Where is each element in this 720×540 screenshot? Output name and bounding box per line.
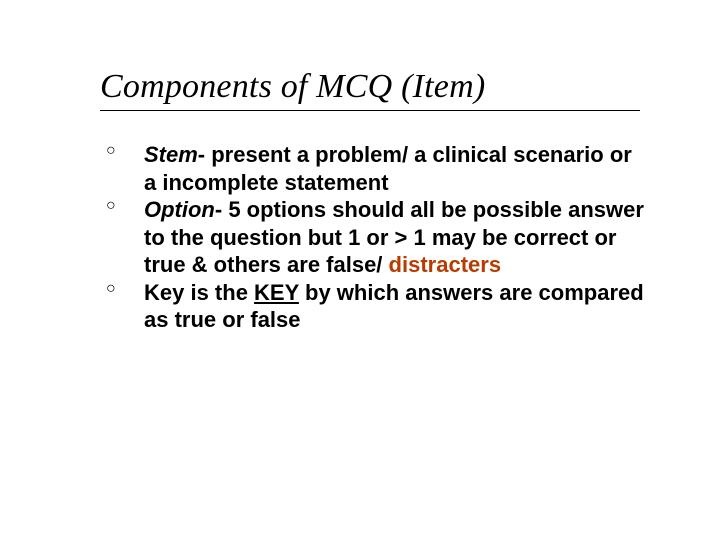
distracters-highlight: distracters — [389, 252, 502, 277]
slide-content: Stem- present a problem/ a clinical scen… — [100, 141, 650, 334]
term-option: Option — [144, 197, 215, 222]
bullet-text: - present a problem/ a clinical scenario… — [144, 142, 632, 195]
list-item: Key is the KEY by which answers are comp… — [100, 279, 650, 334]
title-rule — [100, 110, 640, 111]
bullet-text: Key is the — [144, 280, 254, 305]
slide: Components of MCQ (Item) Stem- present a… — [0, 0, 720, 540]
key-underline: KEY — [254, 280, 299, 305]
list-item: Option- 5 options should all be possible… — [100, 196, 650, 279]
list-item: Stem- present a problem/ a clinical scen… — [100, 141, 650, 196]
slide-title: Components of MCQ (Item) — [100, 68, 650, 106]
bullet-list: Stem- present a problem/ a clinical scen… — [100, 141, 650, 334]
term-stem: Stem — [144, 142, 198, 167]
